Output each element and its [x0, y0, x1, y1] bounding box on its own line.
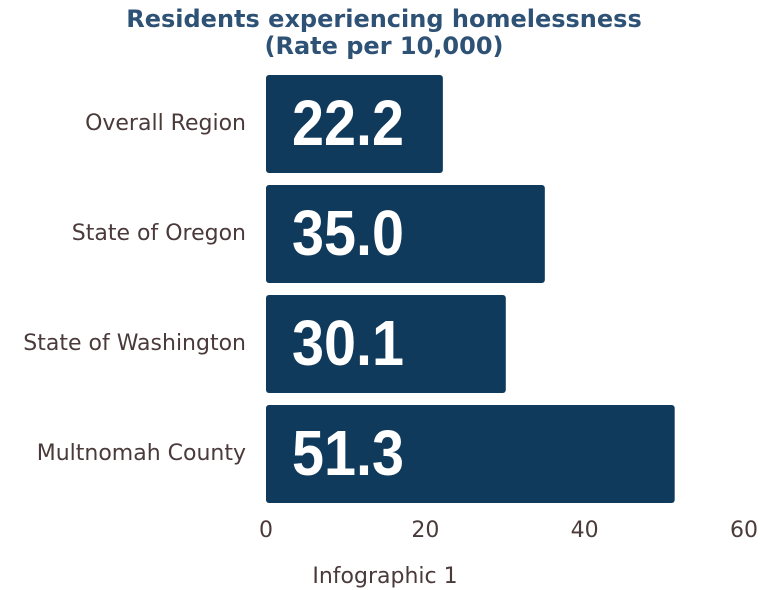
bar-value-label: 51.3: [292, 417, 404, 489]
x-tick-label: 20: [411, 518, 439, 543]
x-tick-label: 40: [571, 518, 599, 543]
bar: [266, 295, 506, 393]
x-tick-label: 60: [730, 518, 758, 543]
bar: [266, 185, 545, 283]
y-tick-label: State of Oregon: [72, 221, 246, 246]
x-tick-label: 0: [259, 518, 273, 543]
bar: [266, 75, 443, 173]
y-tick-label: Overall Region: [85, 111, 246, 136]
chart-subtitle: (Rate per 10,000): [265, 32, 504, 60]
chart-title: Residents experiencing homelessness: [126, 5, 642, 33]
x-axis-label: Infographic 1: [312, 564, 457, 589]
y-tick-label: State of Washington: [23, 331, 246, 356]
y-tick-label: Multnomah County: [37, 441, 246, 466]
bar-value-label: 35.0: [292, 197, 404, 269]
bar-value-label: 30.1: [292, 307, 404, 379]
bar: [266, 405, 675, 503]
bar-value-label: 22.2: [292, 87, 404, 159]
